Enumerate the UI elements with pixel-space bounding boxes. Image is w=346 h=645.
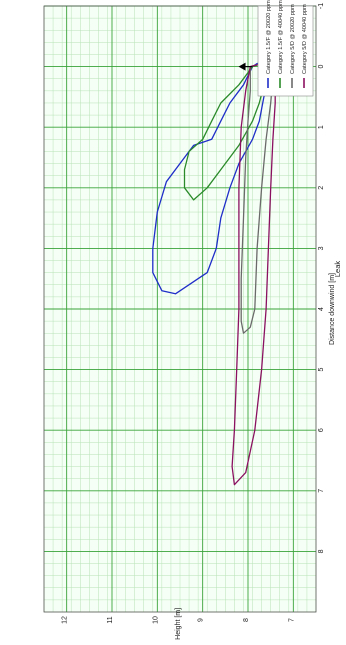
legend-label-3: Category 5/D @ 20020 ppm bbox=[290, 4, 296, 74]
legend-label-4: Category 5/D @ 40040 ppm bbox=[302, 4, 308, 74]
x-tick-label: 6 bbox=[318, 428, 325, 432]
y-tick-label: 9 bbox=[198, 618, 205, 622]
annotation-arrow-head bbox=[238, 62, 246, 71]
major-grid bbox=[44, 5, 316, 612]
x-axis-label: Distance downwind [m] bbox=[329, 273, 336, 345]
plot-border bbox=[43, 5, 317, 613]
legend-label-1: Category 1.5/F @ 20020 ppm bbox=[266, 0, 272, 74]
x-tick-label: 7 bbox=[318, 489, 325, 493]
y-axis-label: Cloud Height [m] bbox=[175, 608, 182, 640]
x-tick-label: 0 bbox=[318, 65, 325, 69]
y-tick-label: 11 bbox=[107, 616, 114, 623]
x-tick-label: 8 bbox=[318, 549, 325, 553]
x-tick-label: 4 bbox=[318, 307, 325, 311]
x-tick-label: 1 bbox=[318, 125, 325, 129]
y-tick-label: 12 bbox=[62, 616, 69, 624]
legend-label-2: Category 1.5/F @ 40040 ppm bbox=[278, 0, 284, 74]
x-tick-label: -1 bbox=[318, 3, 325, 9]
y-tick-label: 10 bbox=[152, 616, 159, 624]
x-tick-label: 2 bbox=[318, 186, 325, 190]
y-tick-label: 7 bbox=[288, 618, 295, 622]
x-tick-label: 3 bbox=[318, 246, 325, 250]
y-tick-label: 8 bbox=[243, 618, 250, 622]
x-tick-label: 5 bbox=[318, 368, 325, 372]
chart-title: Leak bbox=[333, 261, 342, 278]
